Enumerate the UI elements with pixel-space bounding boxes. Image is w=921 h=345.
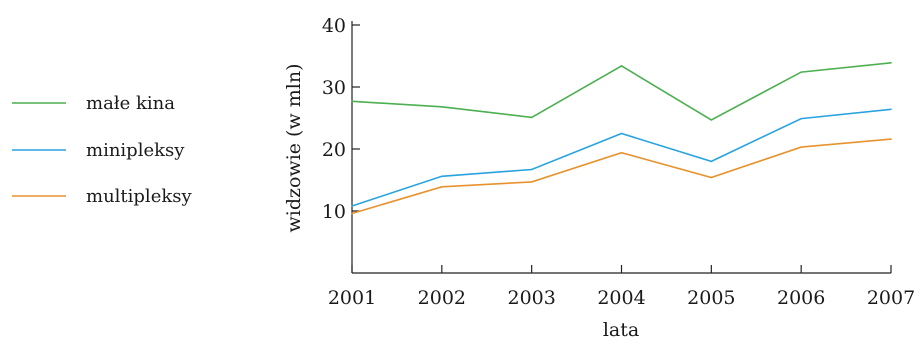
y-tick-label: 40 (322, 15, 346, 37)
x-tick-label: 2002 (418, 287, 466, 309)
legend: małe kina minipleksy multipleksy (12, 93, 192, 207)
series-line-0 (351, 62, 892, 121)
data-point (710, 176, 713, 179)
y-axis-title: widzowie (w mln) (283, 63, 305, 232)
data-point (620, 65, 623, 67)
x-tick-label: 2005 (687, 287, 735, 309)
legend-label: multipleksy (86, 186, 192, 207)
series-lines (351, 62, 892, 215)
data-point (351, 212, 353, 215)
y-tick-label: 20 (322, 139, 346, 161)
data-point (620, 151, 623, 154)
data-point (351, 205, 353, 207)
x-tick-label: 2007 (867, 287, 915, 309)
data-point (890, 108, 892, 111)
data-point (441, 175, 443, 178)
series-line-1 (351, 108, 892, 207)
x-axis-title: lata (603, 319, 639, 341)
legend-label: minipleksy (86, 140, 185, 161)
data-point (530, 168, 533, 171)
data-point (530, 181, 533, 183)
data-point (620, 132, 623, 135)
y-tick-label: 30 (322, 77, 346, 99)
x-tick-label: 2006 (777, 287, 825, 309)
data-point (800, 146, 802, 148)
data-point (441, 106, 443, 108)
axes: 10 20 30 40 2001 2002 2003 2004 2005 2006 2007 (322, 15, 915, 309)
x-tick-label: 2003 (507, 287, 555, 309)
legend-label: małe kina (86, 93, 175, 114)
data-point (800, 117, 802, 120)
data-point (530, 116, 533, 119)
data-point (710, 119, 713, 121)
data-point (890, 138, 892, 140)
data-point (351, 100, 353, 103)
data-point (890, 62, 892, 64)
y-tick-label: 10 (322, 201, 346, 223)
data-point (710, 160, 713, 163)
series-line-2 (351, 138, 892, 215)
x-tick-label: 2001 (328, 287, 376, 309)
data-point (441, 186, 443, 188)
data-point (800, 71, 802, 73)
x-tick-label: 2004 (597, 287, 645, 309)
